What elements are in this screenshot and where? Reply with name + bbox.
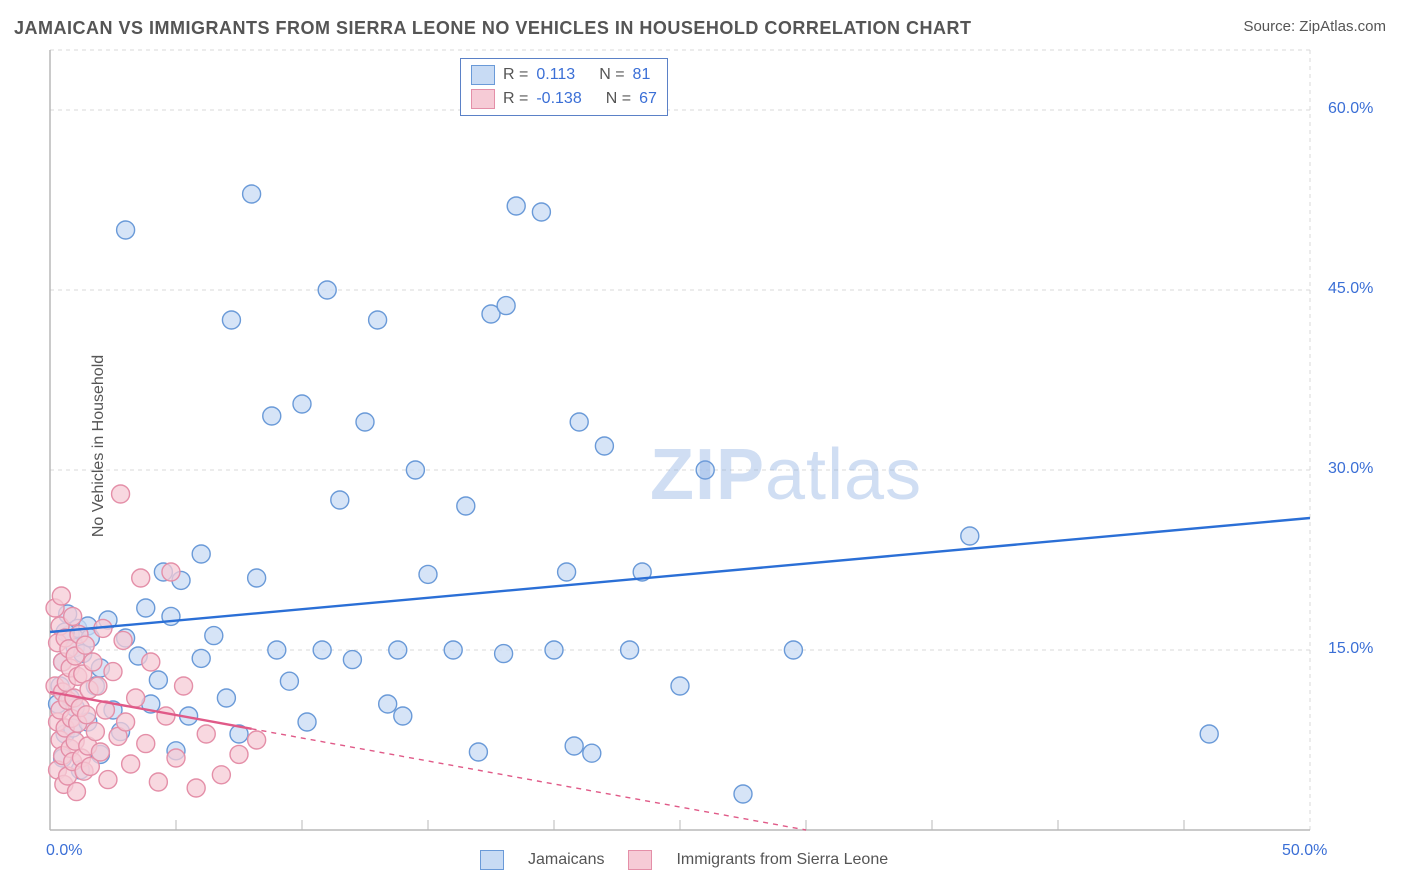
x-tick-label: 0.0% (46, 842, 82, 860)
legend-stats-box: R = 0.113 N = 81 R = -0.138 N = 67 (460, 58, 668, 116)
legend-series-swatch-0 (480, 850, 504, 870)
legend-stats-row-0: R = 0.113 N = 81 (471, 63, 657, 87)
y-tick-label: 60.0% (1328, 100, 1373, 118)
legend-series-swatch-1 (628, 850, 652, 870)
legend-R-label: R = (503, 63, 528, 87)
y-tick-label: 45.0% (1328, 280, 1373, 298)
legend-N-label: N = (606, 87, 631, 111)
legend-R-val-0: 0.113 (536, 63, 575, 87)
legend-series-label-1: Immigrants from Sierra Leone (676, 851, 888, 869)
legend-R-label: R = (503, 87, 528, 111)
y-tick-label: 15.0% (1328, 640, 1373, 658)
legend-R-val-1: -0.138 (536, 87, 581, 111)
legend-stats-row-1: R = -0.138 N = 67 (471, 87, 657, 111)
legend-swatch-0 (471, 65, 495, 85)
legend-N-val-0: 81 (633, 63, 651, 87)
y-tick-label: 30.0% (1328, 460, 1373, 478)
scatter-plot (0, 0, 1406, 892)
legend-series: Jamaicans Immigrants from Sierra Leone (480, 850, 888, 870)
x-tick-label: 50.0% (1282, 842, 1327, 860)
legend-N-val-1: 67 (639, 87, 657, 111)
legend-series-label-0: Jamaicans (528, 851, 604, 869)
legend-swatch-1 (471, 89, 495, 109)
legend-N-label: N = (599, 63, 624, 87)
